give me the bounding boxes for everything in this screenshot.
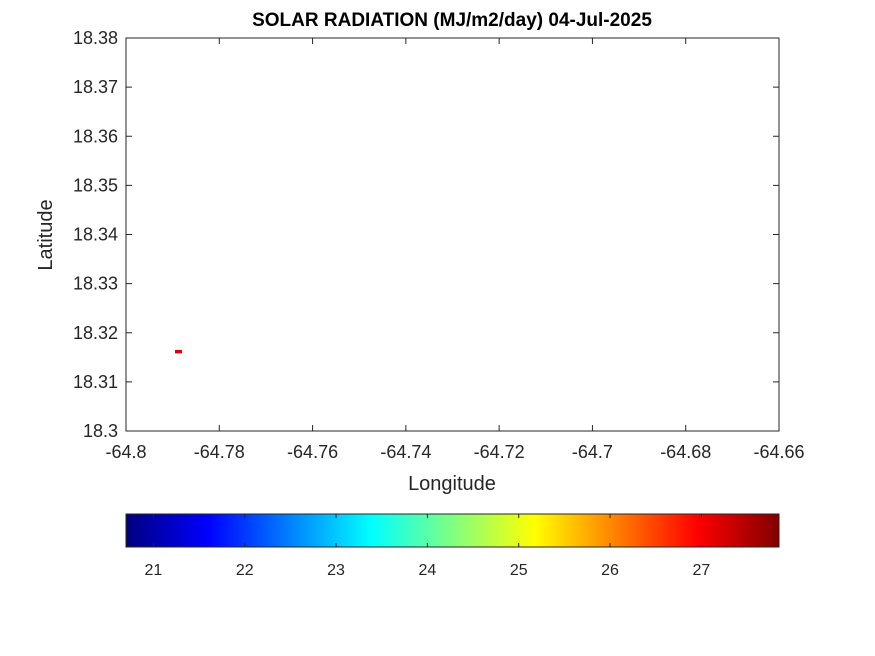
plot-area: -64.8 -64.78 -64.76 -64.74 -64.72 -64.7 -64.68… [73,28,805,462]
chart-title: SOLAR RADIATION (MJ/m2/day) 04-Jul-2025 [252,10,652,31]
plot-background [126,38,779,431]
